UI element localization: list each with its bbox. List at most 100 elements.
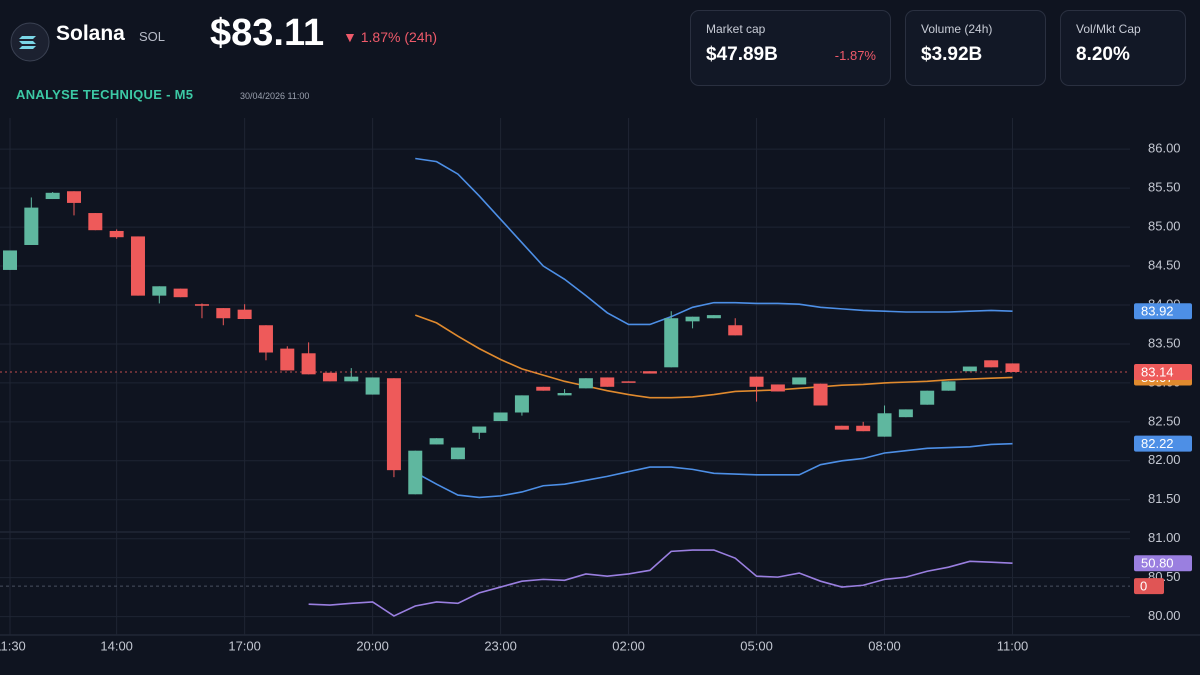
x-tick-label: 23:00 — [484, 638, 517, 653]
stat-value: $47.89B — [706, 44, 778, 65]
series-badge: 83.92 — [1141, 304, 1174, 319]
indicator-line — [414, 442, 1013, 499]
badge — [1134, 578, 1164, 595]
stat-value: $3.92B — [921, 44, 983, 65]
candle-body — [877, 413, 892, 437]
badge — [1134, 303, 1192, 320]
stat-value: 8.20% — [1076, 44, 1130, 65]
candle-body — [920, 390, 935, 405]
candle-body — [322, 372, 337, 382]
candle-body — [237, 309, 252, 320]
candle-body — [216, 308, 231, 319]
candle-body — [344, 376, 359, 382]
stat-card: Vol/Mkt Cap 8.20% — [1060, 10, 1186, 86]
price: $83.11 — [210, 12, 325, 54]
candle-body — [130, 236, 145, 296]
coin-name: Solana — [56, 22, 125, 45]
x-tick-label: 11:30 — [0, 638, 26, 653]
stat-card: Volume (24h) $3.92B — [905, 10, 1046, 86]
candle-body — [1005, 363, 1020, 372]
y-tick-label: 81.50 — [1148, 491, 1181, 506]
indicator-line — [414, 314, 1013, 399]
candle-body — [600, 377, 615, 387]
candle-body — [621, 381, 636, 383]
header: Solana SOL $83.11 ▼ 1.87% (24h) Market c… — [0, 0, 1200, 115]
candle-body — [408, 450, 423, 495]
candle-body — [301, 353, 316, 375]
coin-symbol: SOL — [139, 29, 166, 44]
candle-body — [856, 425, 871, 432]
candle-body — [984, 360, 999, 368]
candle-body — [578, 378, 593, 389]
stat-label: Market cap — [706, 22, 766, 36]
candle-body — [365, 377, 380, 395]
last-price-badge: 83.14 — [1141, 364, 1174, 379]
badge — [1134, 363, 1192, 380]
y-tick-label: 80.00 — [1148, 608, 1181, 623]
x-tick-label: 05:00 — [740, 638, 773, 653]
candle-body — [429, 438, 444, 445]
logo — [10, 22, 50, 62]
y-tick-label: 85.50 — [1148, 180, 1181, 195]
y-tick-label: 85.00 — [1148, 219, 1181, 234]
y2-tick-label: 0 — [1140, 579, 1147, 594]
indicator-line — [308, 549, 1013, 617]
candle-body — [536, 386, 551, 391]
candle-body — [728, 325, 743, 336]
candle-body — [685, 316, 700, 322]
candle-body — [386, 378, 401, 471]
badge — [1134, 555, 1192, 572]
candle-body — [493, 412, 508, 422]
candle-body — [3, 250, 17, 270]
candle-body — [834, 425, 849, 430]
candle-body — [962, 366, 977, 372]
x-tick-label: 11:00 — [997, 638, 1029, 653]
y-tick-label: 82.00 — [1148, 452, 1181, 467]
x-tick-label: 17:00 — [228, 638, 261, 653]
candle-body — [941, 381, 956, 391]
candle-body — [770, 384, 785, 392]
candle-body — [642, 371, 657, 374]
candle-body — [109, 230, 124, 238]
candle-body — [24, 207, 39, 245]
stat-card: Market cap $47.89B -1.87% — [690, 10, 891, 86]
candle-body — [152, 286, 167, 296]
candle-body — [514, 395, 529, 413]
candle-body — [88, 213, 103, 231]
series-badge: 82.22 — [1141, 436, 1174, 451]
candle-body — [280, 348, 295, 371]
stat-label: Volume (24h) — [921, 22, 993, 36]
candle-body — [173, 288, 188, 298]
x-tick-label: 14:00 — [100, 638, 133, 653]
y-tick-label: 82.50 — [1148, 413, 1181, 428]
stat-change: -1.87% — [834, 48, 876, 63]
candle-body — [813, 383, 828, 406]
y-tick-label: 84.50 — [1148, 257, 1181, 272]
stat-label: Vol/Mkt Cap — [1076, 22, 1141, 36]
candle-body — [66, 191, 81, 203]
x-tick-label: 02:00 — [612, 638, 645, 653]
candle-body — [45, 192, 60, 200]
candle-body — [258, 325, 273, 353]
candle-body — [450, 447, 465, 460]
y-tick-label: 81.00 — [1148, 530, 1181, 545]
candle-body — [472, 426, 487, 433]
candle-body — [706, 315, 721, 319]
chart-title: ANALYSE TECHNIQUE - M5 — [16, 87, 194, 102]
y-tick-label: 83.50 — [1148, 335, 1181, 350]
candle-body — [557, 393, 572, 396]
price-change: ▼ 1.87% (24h) — [343, 29, 438, 45]
x-tick-label: 20:00 — [356, 638, 389, 653]
x-tick-label: 08:00 — [868, 638, 901, 653]
candle-body — [792, 377, 807, 385]
chart-subtitle: 30/04/2026 11:00 — [240, 91, 310, 101]
candle-body — [749, 376, 764, 387]
badge — [1134, 435, 1192, 452]
candle-body — [194, 304, 209, 306]
candle-body — [664, 318, 679, 368]
indicator-line — [415, 157, 1013, 326]
y-tick-label: 86.00 — [1148, 141, 1181, 156]
series-badge: 50.80 — [1141, 556, 1174, 571]
